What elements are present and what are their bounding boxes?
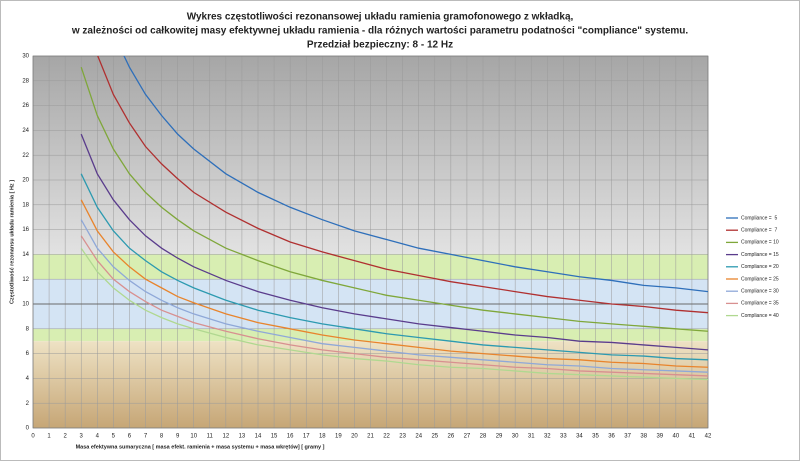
x-tick-label: 33 [560,434,567,440]
series-line [80,235,708,377]
y-tick-label: 10 [22,302,29,308]
x-tick-label: 3 [80,434,84,440]
x-tick-label: 6 [128,434,132,440]
x-tick-label: 8 [160,434,164,440]
x-tick-label: 19 [335,434,342,440]
y-axis-label: Częstotliwość rezonansu układu ramienia … [9,180,15,304]
x-tick-label: 20 [351,434,358,440]
title-line: Wykres częstotliwości rezonansowej układ… [187,12,574,23]
y-tick-label: 12 [22,277,29,283]
x-tick-label: 9 [176,434,180,440]
x-tick-label: 7 [144,434,148,440]
y-tick-label: 4 [26,376,30,382]
x-tick-label: 14 [255,434,262,440]
x-tick-label: 16 [287,434,294,440]
x-axis-label: Masa efektywna sumaryczna [ masa efekt. … [76,444,325,450]
x-tick-label: 37 [624,434,631,440]
y-tick-label: 16 [22,227,29,233]
series-line [80,247,708,381]
x-tick-label: 25 [431,434,438,440]
x-tick-label: 41 [689,434,696,440]
y-tick-label: 14 [22,252,29,258]
x-tick-label: 34 [576,434,583,440]
x-tick-label: 36 [608,434,615,440]
y-tick-label: 30 [22,54,29,60]
x-tick-label: 22 [383,434,390,440]
legend-label: Compliance = 10 [741,240,779,246]
x-tick-label: 1 [47,434,51,440]
x-tick-label: 31 [528,434,535,440]
y-tick-label: 24 [22,128,29,134]
legend-label: Compliance = 35 [741,301,779,307]
x-tick-label: 30 [512,434,519,440]
x-tick-label: 42 [705,434,712,440]
x-tick-label: 5 [112,434,116,440]
legend-label: Compliance = 15 [741,252,779,258]
series-line [123,56,708,293]
x-tick-label: 12 [223,434,230,440]
x-tick-label: 38 [640,434,647,440]
x-tick-label: 21 [367,434,374,440]
y-tick-label: 20 [22,178,29,184]
legend-label: Compliance = 40 [741,313,779,319]
y-tick-label: 6 [26,351,30,357]
y-tick-label: 8 [26,326,30,332]
x-tick-label: 10 [190,434,197,440]
x-tick-label: 27 [464,434,471,440]
x-tick-label: 13 [239,434,246,440]
y-tick-label: 0 [26,426,30,432]
legend-label: Compliance = 30 [741,289,779,295]
plot-border [32,55,709,429]
x-tick-label: 28 [480,434,487,440]
x-tick-label: 18 [319,434,326,440]
x-tick-label: 15 [271,434,278,440]
y-tick-label: 28 [22,78,29,84]
x-tick-label: 11 [207,434,214,440]
x-tick-label: 26 [448,434,455,440]
legend-label: Compliance = 7 [741,228,777,234]
y-tick-label: 22 [22,153,29,159]
x-tick-label: 29 [496,434,503,440]
series-line [80,219,708,373]
x-tick-label: 23 [399,434,406,440]
y-tick-label: 26 [22,103,29,109]
series-line [80,66,708,332]
series-line [80,199,708,368]
series-line [97,56,708,314]
series-line [80,173,708,361]
x-tick-label: 40 [673,434,680,440]
x-tick-label: 24 [415,434,422,440]
series-line [80,133,708,351]
title-line: Przedział bezpieczny: 8 - 12 Hz [307,40,453,51]
x-tick-label: 32 [544,434,551,440]
x-tick-label: 2 [63,434,67,440]
x-tick-label: 35 [592,434,599,440]
legend-label: Compliance = 20 [741,264,779,270]
legend-label: Compliance = 25 [741,276,779,282]
x-tick-label: 0 [31,434,35,440]
y-tick-label: 2 [26,401,30,407]
y-tick-label: 18 [22,202,29,208]
x-tick-label: 39 [656,434,663,440]
legend-label: Compliance = 5 [741,215,777,221]
title-line: w zależności od całkowitej masy efektywn… [71,26,689,37]
x-tick-label: 4 [96,434,100,440]
x-tick-label: 17 [303,434,310,440]
